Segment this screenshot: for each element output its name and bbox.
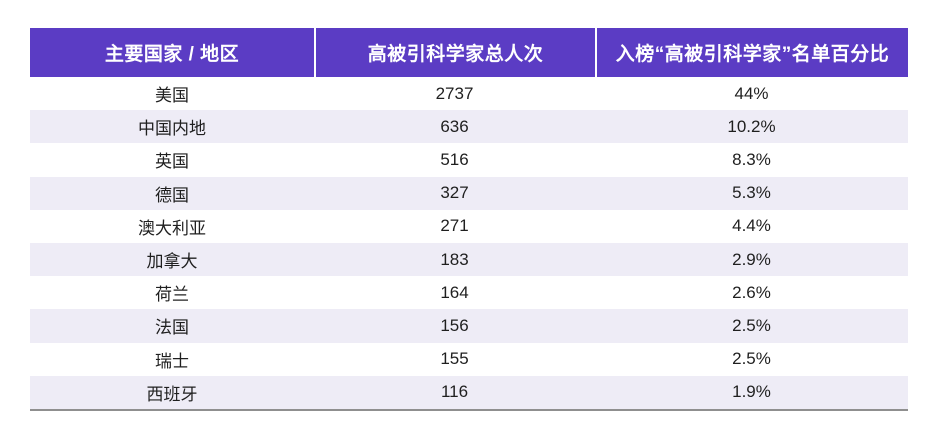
table-row: 法国 156 2.5% xyxy=(30,309,908,343)
cell-count: 155 xyxy=(440,349,469,369)
table-row: 荷兰 164 2.6% xyxy=(30,276,908,310)
cell-count: 164 xyxy=(440,282,469,302)
cell-country: 英国 xyxy=(155,152,189,172)
cell-percent: 2.9% xyxy=(732,249,771,269)
cell-percent: 10.2% xyxy=(727,116,776,136)
table-row: 加拿大 183 2.9% xyxy=(30,242,908,277)
cell-percent: 2.5% xyxy=(732,349,771,369)
cell-count: 636 xyxy=(440,116,469,136)
column-header-percentage: 入榜“高被引科学家”名单百分比 xyxy=(595,28,908,77)
table-row: 英国 516 8.3% xyxy=(30,143,908,177)
cell-percent: 4.4% xyxy=(732,216,771,236)
cell-count: 183 xyxy=(440,249,469,269)
table-row: 西班牙 116 1.9% xyxy=(30,375,908,409)
cell-percent: 2.5% xyxy=(732,315,771,335)
cell-country: 荷兰 xyxy=(155,285,189,305)
cell-country: 澳大利亚 xyxy=(138,218,206,238)
cell-percent: 2.6% xyxy=(732,282,771,302)
cell-count: 327 xyxy=(440,183,469,203)
cell-count: 116 xyxy=(440,382,469,402)
cell-country: 中国内地 xyxy=(138,119,206,139)
table-row: 澳大利亚 271 4.4% xyxy=(30,209,908,243)
cell-count: 516 xyxy=(440,149,469,169)
column-header-total-count: 高被引科学家总人次 xyxy=(314,28,595,77)
cell-percent: 5.3% xyxy=(732,183,771,203)
cell-count: 156 xyxy=(440,315,469,335)
column-header-country: 主要国家 / 地区 xyxy=(104,44,240,65)
table-row: 德国 327 5.3% xyxy=(30,176,908,210)
table-body: 美国 2737 44% 中国内地 636 10.2% 英国 516 8.3% 德… xyxy=(30,77,908,411)
cell-count: 2737 xyxy=(435,83,474,103)
highly-cited-scientists-table: 主要国家 / 地区 高被引科学家总人次 入榜“高被引科学家”名单百分比 美国 2… xyxy=(30,28,908,411)
cell-country: 加拿大 xyxy=(146,252,198,272)
table-row: 中国内地 636 10.2% xyxy=(30,110,908,144)
table-header-row: 主要国家 / 地区 高被引科学家总人次 入榜“高被引科学家”名单百分比 xyxy=(30,28,908,77)
cell-country: 美国 xyxy=(155,86,189,106)
cell-percent: 44% xyxy=(734,83,769,103)
cell-country: 法国 xyxy=(155,318,189,338)
table-row: 瑞士 155 2.5% xyxy=(30,342,908,376)
cell-country: 西班牙 xyxy=(146,384,198,404)
table-row: 美国 2737 44% xyxy=(30,77,908,111)
cell-percent: 8.3% xyxy=(732,149,771,169)
cell-country: 德国 xyxy=(155,185,189,205)
cell-count: 271 xyxy=(440,216,469,236)
cell-percent: 1.9% xyxy=(732,382,771,402)
cell-country: 瑞士 xyxy=(155,351,189,371)
